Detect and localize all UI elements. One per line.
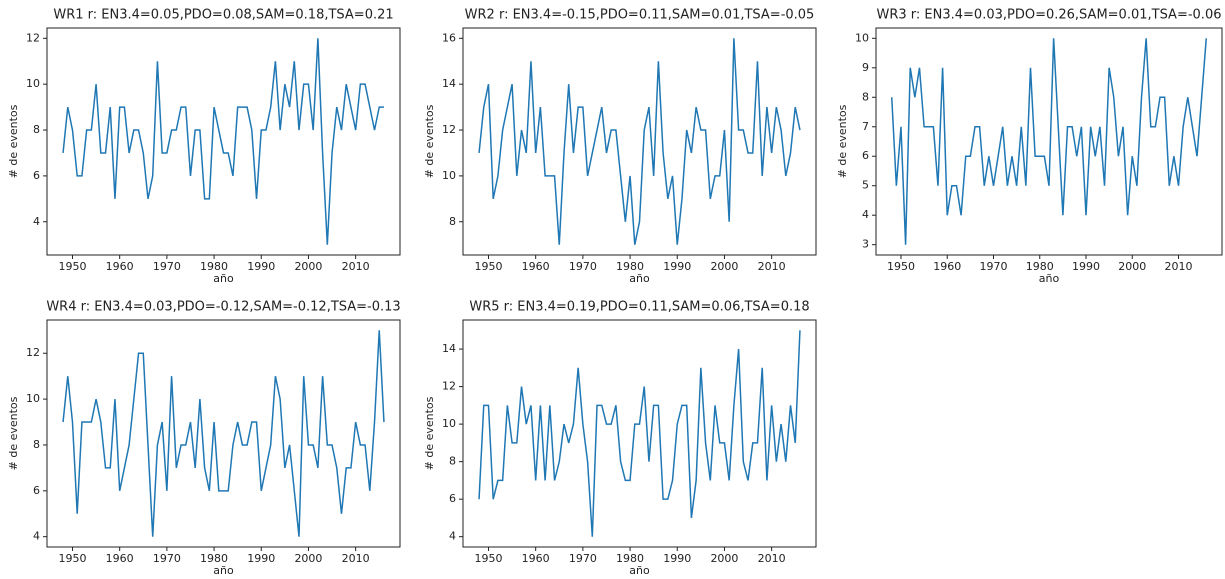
axes-frame xyxy=(462,27,817,256)
x-tick-label: 1980 xyxy=(616,552,644,565)
x-tick-label: 2000 xyxy=(294,552,322,565)
x-tick-label: 1950 xyxy=(58,260,86,273)
y-tick-label: 12 xyxy=(442,380,456,393)
y-tick-label: 6 xyxy=(862,149,869,162)
y-tick-label: 5 xyxy=(862,179,869,192)
chart-title: WR1 r: EN3.4=0.05,PDO=0.08,SAM=0.18,TSA=… xyxy=(53,8,393,23)
x-axis-label: año xyxy=(213,272,234,285)
y-tick-label: 8 xyxy=(449,215,456,228)
y-tick-label: 6 xyxy=(33,169,40,182)
x-tick-label: 1960 xyxy=(522,260,550,273)
y-tick-label: 8 xyxy=(33,438,40,451)
chart-title: WR3 r: EN3.4=0.03,PDO=0.26,SAM=0.01,TSA=… xyxy=(877,8,1222,23)
x-axis-label: año xyxy=(629,564,650,577)
axes-frame xyxy=(46,27,401,256)
x-axis-label: año xyxy=(213,564,234,577)
data-line xyxy=(62,38,384,245)
y-tick-label: 12 xyxy=(26,31,40,44)
y-axis-label: # de eventos xyxy=(423,396,436,470)
x-tick-label: 1980 xyxy=(200,552,228,565)
x-tick-label: 2000 xyxy=(1118,260,1146,273)
y-axis-label: # de eventos xyxy=(836,104,849,178)
y-tick-label: 10 xyxy=(442,169,456,182)
x-tick-label: 2000 xyxy=(710,260,738,273)
axes-frame xyxy=(875,27,1223,256)
x-tick-label: 1990 xyxy=(247,552,275,565)
x-tick-label: 1960 xyxy=(933,260,961,273)
y-tick-label: 16 xyxy=(442,31,456,44)
x-tick-label: 1990 xyxy=(247,260,275,273)
x-tick-label: 1980 xyxy=(1026,260,1054,273)
y-tick-label: 6 xyxy=(33,484,40,497)
x-tick-label: 1970 xyxy=(153,552,181,565)
y-tick-label: 10 xyxy=(26,392,40,405)
x-tick-label: 1970 xyxy=(569,552,597,565)
x-tick-label: 2010 xyxy=(758,552,786,565)
x-tick-label: 1950 xyxy=(887,260,915,273)
y-tick-label: 4 xyxy=(33,530,40,543)
x-tick-label: 1960 xyxy=(106,260,134,273)
y-tick-label: 3 xyxy=(862,238,869,251)
y-tick-label: 4 xyxy=(33,215,40,228)
x-tick-label: 1950 xyxy=(474,260,502,273)
x-tick-label: 2000 xyxy=(294,260,322,273)
y-axis-label: # de eventos xyxy=(7,104,20,178)
y-tick-label: 12 xyxy=(442,123,456,136)
y-tick-label: 7 xyxy=(862,120,869,133)
chart-title: WR2 r: EN3.4=-0.15,PDO=0.11,SAM=0.01,TSA… xyxy=(465,8,815,23)
y-tick-label: 8 xyxy=(862,90,869,103)
data-line xyxy=(890,38,1208,245)
x-tick-label: 1950 xyxy=(58,552,86,565)
x-tick-label: 2010 xyxy=(342,260,370,273)
x-tick-label: 1980 xyxy=(616,260,644,273)
y-axis-label: # de eventos xyxy=(7,396,20,470)
data-line xyxy=(62,330,385,537)
x-tick-label: 1980 xyxy=(200,260,228,273)
y-tick-label: 12 xyxy=(26,346,40,359)
y-axis-label: # de eventos xyxy=(423,104,436,178)
y-tick-label: 14 xyxy=(442,342,456,355)
y-tick-label: 14 xyxy=(442,77,456,90)
y-tick-label: 8 xyxy=(449,455,456,468)
y-tick-label: 4 xyxy=(862,208,869,221)
x-tick-label: 2010 xyxy=(1165,260,1193,273)
x-tick-label: 1970 xyxy=(979,260,1007,273)
axes-frame xyxy=(46,319,401,548)
y-tick-label: 10 xyxy=(442,417,456,430)
x-tick-label: 1970 xyxy=(153,260,181,273)
data-line xyxy=(478,330,801,537)
y-tick-label: 10 xyxy=(26,77,40,90)
x-axis-label: año xyxy=(1039,272,1060,285)
y-tick-label: 4 xyxy=(449,530,456,543)
x-tick-label: 1990 xyxy=(1072,260,1100,273)
x-tick-label: 1990 xyxy=(663,552,691,565)
chart-title: WR5 r: EN3.4=0.19,PDO=0.11,SAM=0.06,TSA=… xyxy=(469,300,809,315)
y-tick-label: 10 xyxy=(855,31,869,44)
x-tick-label: 2010 xyxy=(342,552,370,565)
chart-title: WR4 r: EN3.4=0.03,PDO=-0.12,SAM=-0.12,TS… xyxy=(46,300,400,315)
x-tick-label: 1970 xyxy=(569,260,597,273)
x-tick-label: 1950 xyxy=(474,552,502,565)
x-tick-label: 1990 xyxy=(663,260,691,273)
x-tick-label: 2010 xyxy=(758,260,786,273)
x-tick-label: 2000 xyxy=(710,552,738,565)
x-axis-label: año xyxy=(629,272,650,285)
x-tick-label: 1960 xyxy=(522,552,550,565)
y-tick-label: 6 xyxy=(449,492,456,505)
axes-frame xyxy=(462,319,817,548)
data-line xyxy=(478,38,801,245)
y-tick-label: 9 xyxy=(862,61,869,74)
y-tick-label: 8 xyxy=(33,123,40,136)
x-tick-label: 1960 xyxy=(106,552,134,565)
